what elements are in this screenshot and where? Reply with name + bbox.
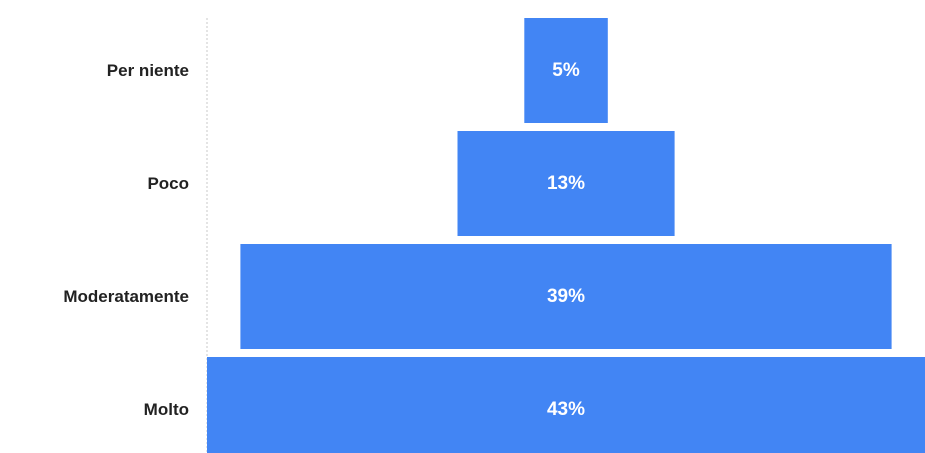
category-label-moderatamente: Moderatamente — [63, 287, 189, 306]
bars-group — [207, 18, 925, 453]
bar-per-niente — [524, 18, 608, 123]
category-labels-group: Per niente Poco Moderatamente Molto — [63, 61, 189, 419]
category-label-molto: Molto — [144, 400, 189, 419]
value-label-per-niente: 5% — [552, 60, 580, 81]
bar-molto — [207, 357, 925, 453]
bar-moderatamente — [240, 244, 892, 349]
value-label-poco: 13% — [547, 173, 585, 194]
value-labels-group: 5% 13% 39% 43% — [547, 60, 585, 420]
value-label-molto: 43% — [547, 399, 585, 420]
value-label-moderatamente: 39% — [547, 286, 585, 307]
category-label-poco: Poco — [147, 174, 189, 193]
bar-poco — [457, 131, 675, 236]
category-label-per-niente: Per niente — [107, 61, 189, 80]
